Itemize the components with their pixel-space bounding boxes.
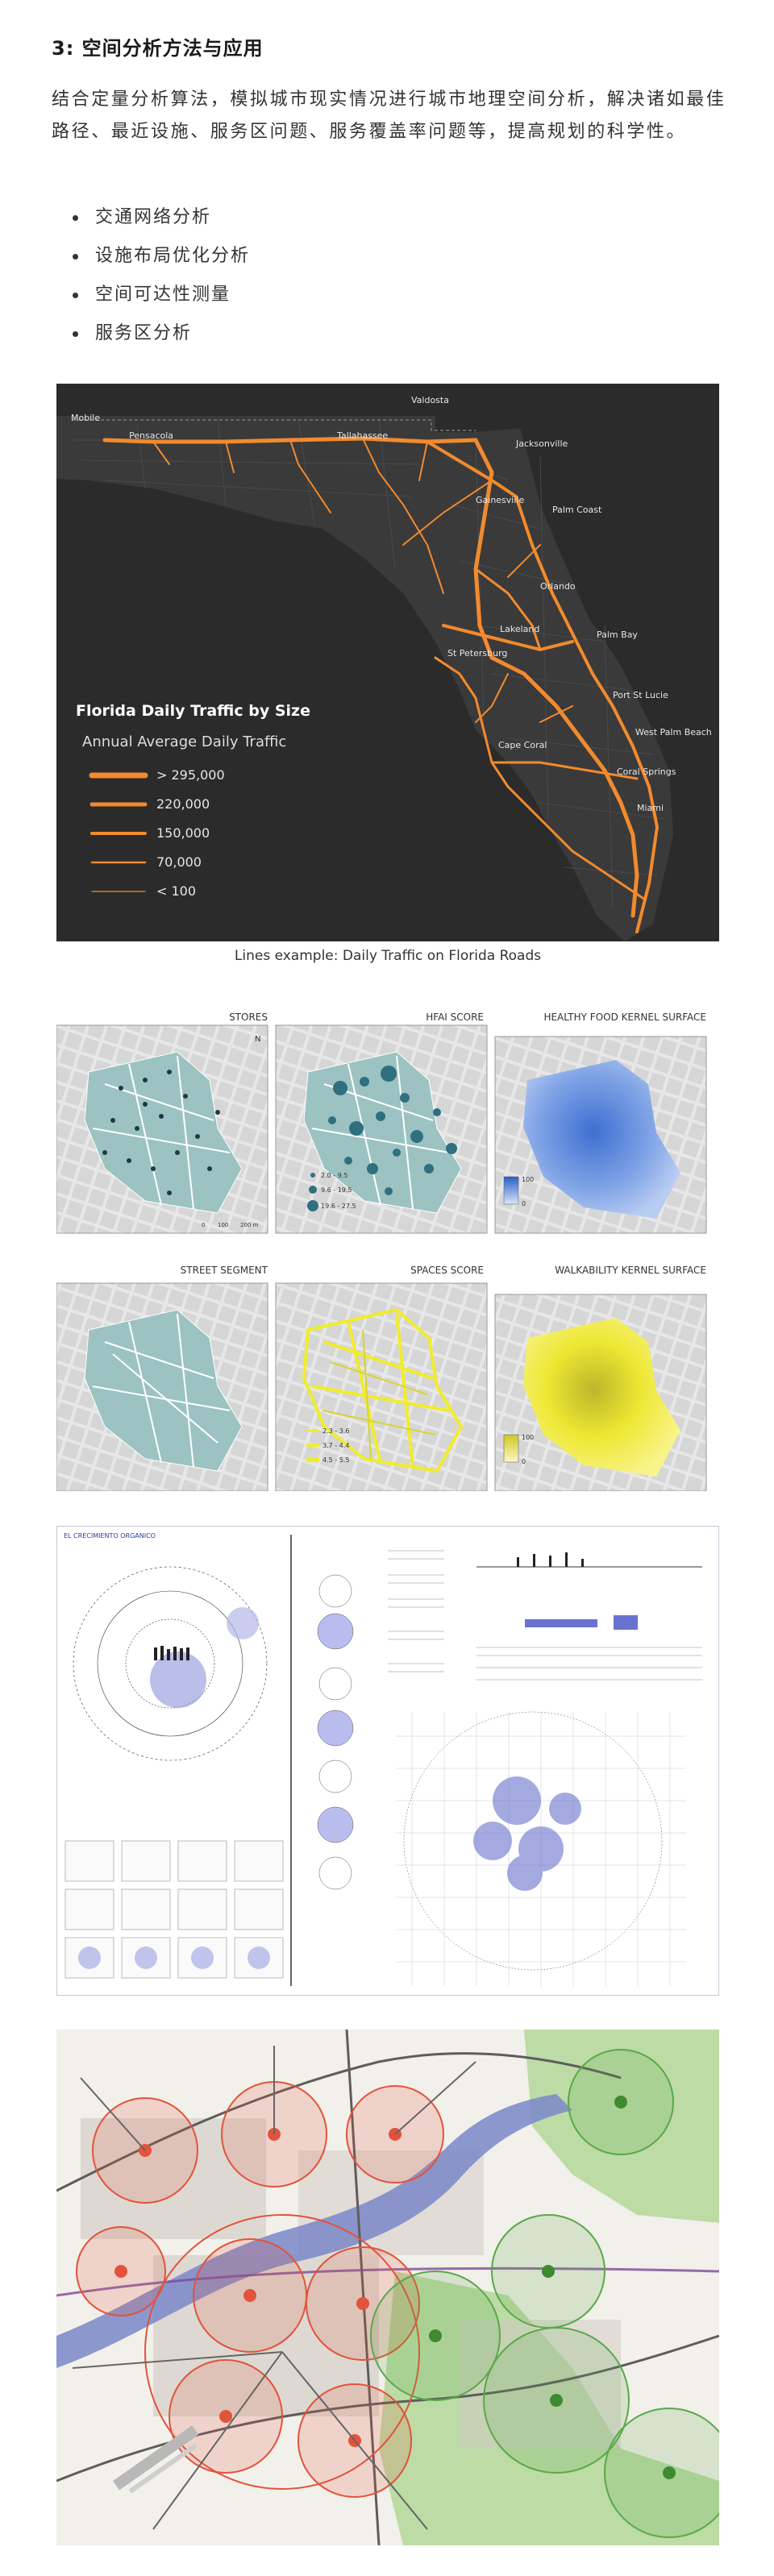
city-label: Valdosta bbox=[411, 395, 449, 405]
legend-subtitle: Annual Average Daily Traffic bbox=[82, 733, 286, 750]
organic-growth-plate: EL CRECIMIENTO ORGANICO bbox=[56, 1526, 719, 1996]
river bbox=[56, 2094, 572, 2368]
city-label: Miami bbox=[637, 803, 664, 813]
surface-legend-min: 0 bbox=[522, 1458, 526, 1465]
stores-panel: N 0 100 200 m bbox=[56, 1024, 268, 1234]
legend-item: 220,000 bbox=[156, 796, 210, 812]
service-area-map bbox=[56, 2029, 734, 2546]
healthy-food-kernel-panel: 100 0 bbox=[494, 1036, 707, 1234]
plate-svg: EL CRECIMIENTO ORGANICO bbox=[57, 1527, 718, 1995]
city-label: Palm Coast bbox=[552, 505, 602, 515]
city-label: Jacksonville bbox=[515, 438, 568, 449]
intro-paragraph: 结合定量分析算法，模拟城市现实情况进行城市地理空间分析，解决诸如最佳路径、最近设… bbox=[52, 89, 726, 142]
scale-label: 200 m bbox=[240, 1222, 259, 1228]
legend-item: < 100 bbox=[156, 883, 196, 899]
city-label: Orlando bbox=[540, 581, 576, 592]
methods-list: 交通网络分析 设施布局优化分析 空间可达性测量 服务区分析 bbox=[73, 198, 250, 353]
surface-legend-max: 100 bbox=[522, 1176, 534, 1183]
section-title: 3: 空间分析方法与应用 bbox=[52, 37, 264, 60]
city-label: Palm Bay bbox=[597, 629, 638, 640]
method-item: 空间可达性测量 bbox=[73, 276, 250, 314]
hfai-panel: 2.0 - 9.5 9.6 - 19.5 19.6 - 27.5 bbox=[275, 1024, 488, 1234]
panel-title: HEALTHY FOOD KERNEL SURFACE bbox=[543, 1012, 706, 1023]
north-label: N bbox=[255, 1035, 260, 1044]
spaces-legend-item: 3.7 - 4.4 bbox=[322, 1442, 349, 1449]
kernel-panels-svg: STORES HFAI SCORE HEALTHY FOOD KERNEL SU… bbox=[56, 1012, 707, 1492]
method-item: 交通网络分析 bbox=[73, 198, 250, 237]
city-label: West Palm Beach bbox=[635, 727, 712, 737]
walkability-kernel-panel: 100 0 bbox=[494, 1294, 707, 1492]
spaces-score-panel: 2.3 - 3.6 3.7 - 4.4 4.5 - 5.5 bbox=[275, 1282, 488, 1492]
legend-title: Florida Daily Traffic by Size bbox=[76, 702, 310, 720]
panel-title: SPACES SCORE bbox=[410, 1265, 484, 1276]
panel-title: STREET SEGMENT bbox=[181, 1265, 268, 1276]
legend-item: 70,000 bbox=[156, 854, 202, 870]
city-label: Pensacola bbox=[129, 430, 173, 441]
method-item: 服务区分析 bbox=[73, 314, 250, 353]
scale-label: 100 bbox=[218, 1222, 228, 1228]
scale-label: 0 bbox=[202, 1222, 205, 1228]
florida-map-svg: Valdosta Mobile Pensacola Tallahassee Ja… bbox=[56, 384, 719, 941]
hfai-legend-item: 2.0 - 9.5 bbox=[321, 1172, 347, 1179]
city-label: Tallahassee bbox=[336, 430, 388, 441]
florida-traffic-map: Valdosta Mobile Pensacola Tallahassee Ja… bbox=[56, 384, 719, 941]
city-label: Lakeland bbox=[500, 624, 539, 634]
surface-legend-min: 0 bbox=[522, 1200, 526, 1207]
city-label: Gainesville bbox=[476, 495, 524, 505]
traffic-legend: Florida Daily Traffic by Size Annual Ave… bbox=[76, 702, 310, 899]
legend-item: 150,000 bbox=[156, 825, 210, 841]
service-map-svg bbox=[56, 2029, 734, 2546]
panel-title: HFAI SCORE bbox=[426, 1012, 484, 1023]
city-label: St Petersburg bbox=[447, 648, 507, 659]
legend-item: > 295,000 bbox=[156, 767, 225, 783]
spaces-legend-item: 4.5 - 5.5 bbox=[322, 1456, 349, 1464]
panel-title: STORES bbox=[229, 1012, 268, 1023]
kernel-analysis-panels: STORES HFAI SCORE HEALTHY FOOD KERNEL SU… bbox=[56, 1008, 719, 1492]
traffic-lines bbox=[102, 436, 660, 933]
city-label: Cape Coral bbox=[498, 740, 547, 750]
spaces-legend-item: 2.3 - 3.6 bbox=[322, 1427, 349, 1435]
hfai-legend-item: 9.6 - 19.5 bbox=[321, 1186, 352, 1194]
street-segment-panel bbox=[56, 1282, 268, 1492]
panel-title: WALKABILITY KERNEL SURFACE bbox=[555, 1265, 706, 1276]
city-label: Port St Lucie bbox=[613, 690, 668, 700]
plate-heading: EL CRECIMIENTO ORGANICO bbox=[64, 1532, 156, 1539]
hfai-legend-item: 19.6 - 27.5 bbox=[321, 1203, 356, 1210]
city-label: Mobile bbox=[71, 413, 100, 423]
surface-legend-max: 100 bbox=[522, 1434, 534, 1441]
method-item: 设施布局优化分析 bbox=[73, 237, 250, 276]
florida-land bbox=[56, 416, 673, 941]
city-label: Coral Springs bbox=[617, 767, 676, 777]
figure-caption: Lines example: Daily Traffic on Florida … bbox=[234, 948, 542, 964]
